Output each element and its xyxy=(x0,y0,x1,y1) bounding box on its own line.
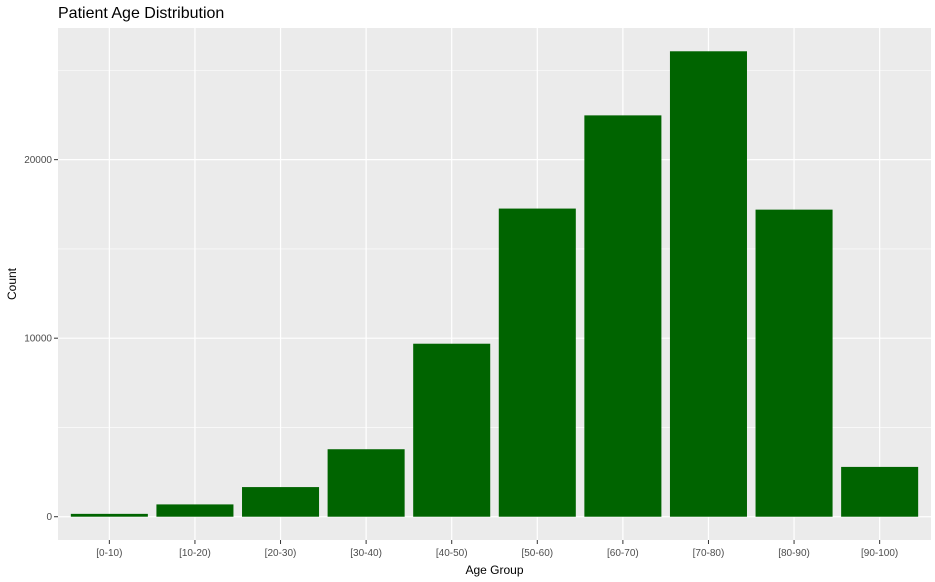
y-tick-label: 20000 xyxy=(24,155,52,166)
bar-0 xyxy=(70,513,148,517)
bar-1 xyxy=(156,504,234,517)
bar-3 xyxy=(327,449,405,517)
y-tick-label: 0 xyxy=(46,512,52,523)
x-tick-label: [50-60) xyxy=(521,548,553,559)
y-axis-title: Count xyxy=(5,267,19,300)
x-tick-label: [10-20) xyxy=(179,548,211,559)
bar-4 xyxy=(413,343,491,517)
x-tick-label: [0-10) xyxy=(96,548,122,559)
y-axis: 0 10000 20000 xyxy=(24,155,58,523)
x-tick-label: [90-100) xyxy=(861,548,898,559)
chart-title: Patient Age Distribution xyxy=(58,5,224,22)
x-tick-label: [30-40) xyxy=(350,548,382,559)
x-tick-label: [80-90) xyxy=(778,548,810,559)
x-tick-label: [60-70) xyxy=(607,548,639,559)
bar-7 xyxy=(669,51,747,517)
x-axis: [0-10) [10-20) [20-30) [30-40) [40-50) [50-60… xyxy=(96,540,898,559)
bars xyxy=(70,51,919,517)
bar-8 xyxy=(755,209,833,517)
bar-9 xyxy=(841,466,919,517)
x-axis-title: Age Group xyxy=(465,563,523,577)
bar-6 xyxy=(584,115,662,517)
y-tick-label: 10000 xyxy=(24,334,52,345)
x-tick-label: [70-80) xyxy=(693,548,725,559)
x-tick-label: [40-50) xyxy=(436,548,468,559)
bar-2 xyxy=(242,487,320,517)
bar-5 xyxy=(498,208,576,517)
x-tick-label: [20-30) xyxy=(265,548,297,559)
